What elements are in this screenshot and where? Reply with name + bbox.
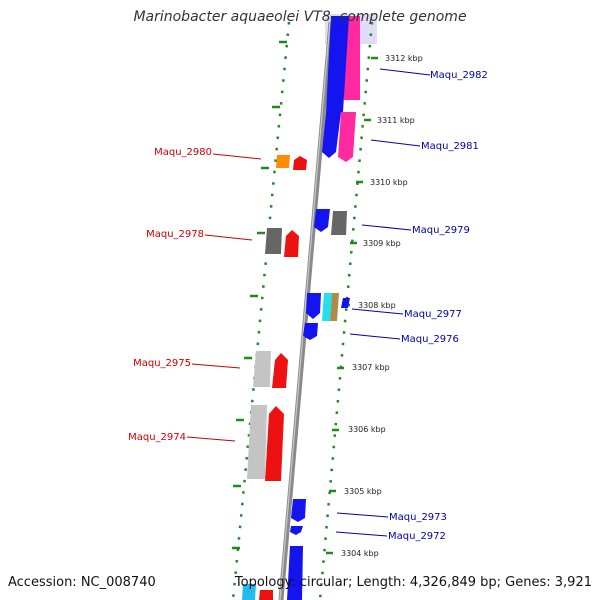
genome-axis-highlight	[279, 21, 331, 600]
gene-label-maqu-2980: Maqu_2980	[154, 147, 212, 158]
gene-block	[276, 155, 290, 168]
gene-block	[287, 546, 303, 600]
gene-block	[322, 112, 341, 158]
gene-block	[306, 293, 321, 319]
gene-block	[253, 351, 271, 387]
scale-label: 3305 kbp	[344, 487, 382, 496]
right-tick-marks	[326, 56, 378, 555]
scale-label: 3310 kbp	[370, 178, 408, 187]
gene-label-maqu-2979: Maqu_2979	[412, 225, 470, 236]
leader-line	[379, 68, 431, 76]
leader-line	[361, 224, 412, 231]
leader-line	[186, 436, 236, 442]
leader-line	[191, 363, 241, 369]
gene-block	[265, 406, 284, 481]
gene-label-maqu-2976: Maqu_2976	[401, 334, 459, 345]
gene-block	[331, 211, 347, 235]
gene-block	[242, 584, 256, 600]
gene-label-maqu-2982: Maqu_2982	[430, 70, 488, 81]
leader-line	[212, 153, 262, 160]
gene-block	[290, 526, 303, 535]
gene-block	[303, 323, 318, 340]
gene-label-maqu-2978: Maqu_2978	[146, 229, 204, 240]
gene-label-maqu-2977: Maqu_2977	[404, 309, 462, 320]
gene-block	[338, 112, 356, 162]
gene-block	[314, 209, 330, 232]
gene-block	[322, 293, 332, 321]
left-track	[231, 21, 291, 600]
scale-label: 3308 kbp	[358, 301, 396, 310]
scale-label: 3309 kbp	[363, 239, 401, 248]
gene-block	[330, 293, 339, 321]
gene-block	[259, 590, 273, 600]
accession-text: Accession: NC_008740	[8, 575, 156, 590]
gene-block	[247, 405, 267, 479]
gene-block	[293, 156, 307, 170]
left-tick-marks	[232, 40, 287, 550]
gene-label-maqu-2974: Maqu_2974	[128, 432, 186, 443]
leader-line	[335, 531, 388, 537]
scale-label: 3312 kbp	[385, 54, 423, 63]
gene-block	[341, 298, 350, 308]
right-track	[318, 21, 374, 600]
scale-label: 3304 kbp	[341, 549, 379, 558]
gene-block	[284, 230, 299, 257]
scale-label: 3311 kbp	[377, 116, 415, 125]
gene-block	[344, 16, 360, 100]
gene-block	[291, 499, 306, 522]
leader-line	[349, 333, 401, 340]
gene-label-maqu-2975: Maqu_2975	[133, 358, 191, 369]
leader-line	[336, 512, 389, 518]
map-title: Marinobacter aquaeolei VT8, complete gen…	[133, 9, 467, 25]
scale-label: 3307 kbp	[352, 363, 390, 372]
gene-block	[272, 353, 288, 388]
leader-line	[204, 234, 253, 241]
gene-block	[265, 228, 282, 254]
gene-label-maqu-2973: Maqu_2973	[389, 512, 447, 523]
leader-line	[370, 139, 421, 147]
gene-block	[326, 16, 349, 112]
genome-axis	[278, 21, 334, 600]
leader-line	[351, 308, 404, 315]
scale-label: 3306 kbp	[348, 425, 386, 434]
gene-label-maqu-2981: Maqu_2981	[421, 141, 479, 152]
topology-text: Topology: circular; Length: 4,326,849 bp…	[234, 575, 592, 590]
gene-label-maqu-2972: Maqu_2972	[388, 531, 446, 542]
